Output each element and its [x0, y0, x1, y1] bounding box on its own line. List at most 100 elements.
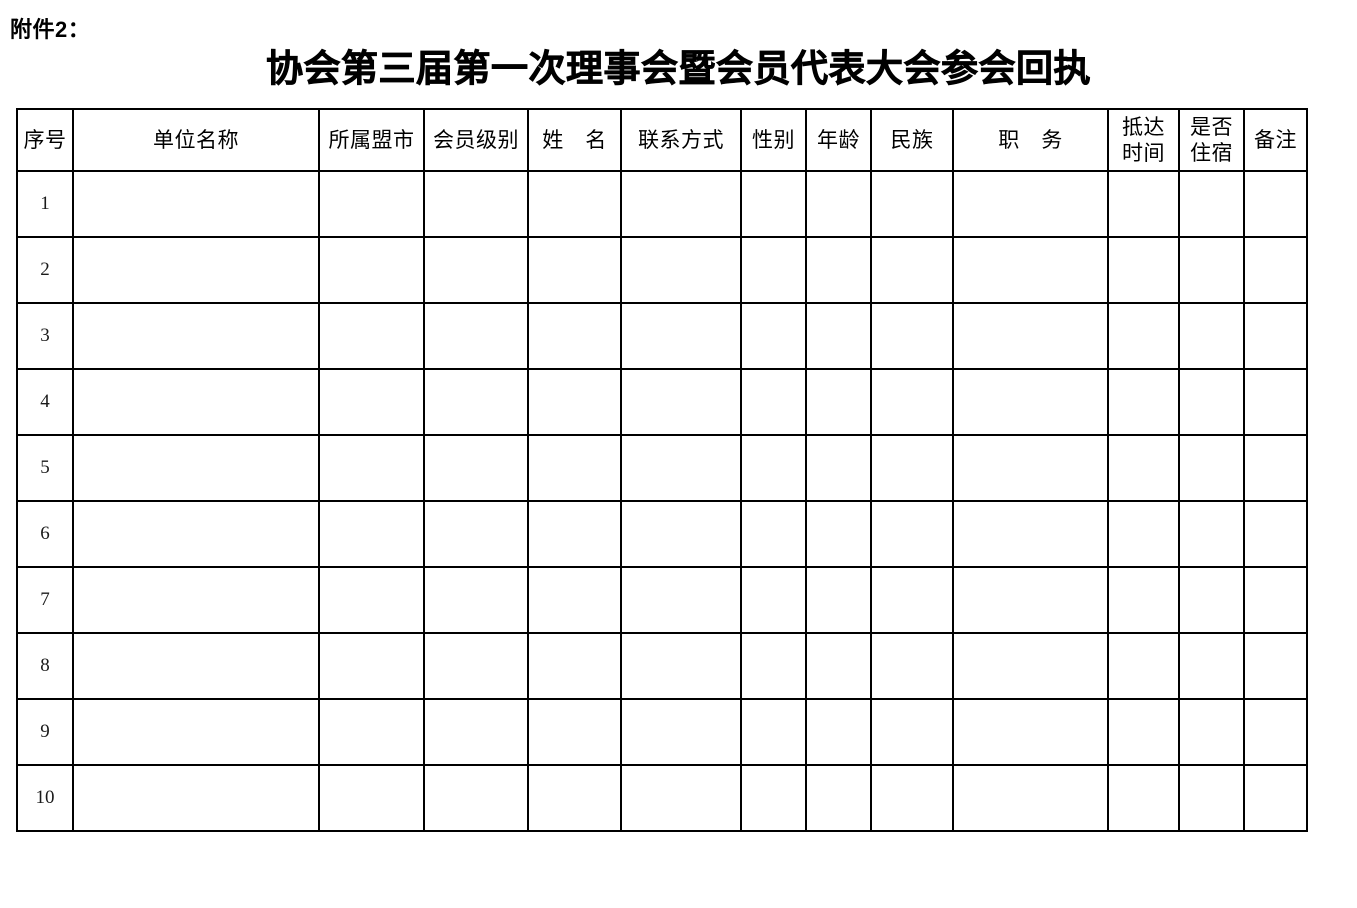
cell-gender[interactable]	[740, 698, 807, 766]
cell-age[interactable]	[805, 500, 872, 568]
cell-ethnicity[interactable]	[870, 764, 954, 832]
cell-lodging[interactable]	[1178, 764, 1245, 832]
cell-league[interactable]	[318, 368, 425, 436]
cell-ethnicity[interactable]	[870, 566, 954, 634]
cell-remarks[interactable]	[1243, 698, 1308, 766]
cell-arrival[interactable]	[1107, 434, 1180, 502]
cell-level[interactable]	[423, 764, 529, 832]
cell-position[interactable]	[952, 698, 1109, 766]
cell-remarks[interactable]	[1243, 170, 1308, 238]
cell-arrival[interactable]	[1107, 698, 1180, 766]
cell-gender[interactable]	[740, 236, 807, 304]
cell-name[interactable]	[527, 500, 622, 568]
cell-unit[interactable]	[72, 764, 320, 832]
cell-league[interactable]	[318, 632, 425, 700]
cell-position[interactable]	[952, 434, 1109, 502]
cell-league[interactable]	[318, 302, 425, 370]
cell-league[interactable]	[318, 170, 425, 238]
cell-age[interactable]	[805, 566, 872, 634]
cell-lodging[interactable]	[1178, 170, 1245, 238]
cell-gender[interactable]	[740, 566, 807, 634]
cell-league[interactable]	[318, 236, 425, 304]
cell-arrival[interactable]	[1107, 500, 1180, 568]
cell-contact[interactable]	[620, 698, 742, 766]
cell-position[interactable]	[952, 500, 1109, 568]
cell-gender[interactable]	[740, 170, 807, 238]
cell-unit[interactable]	[72, 632, 320, 700]
cell-remarks[interactable]	[1243, 236, 1308, 304]
cell-remarks[interactable]	[1243, 632, 1308, 700]
cell-ethnicity[interactable]	[870, 698, 954, 766]
cell-unit[interactable]	[72, 698, 320, 766]
cell-gender[interactable]	[740, 302, 807, 370]
cell-contact[interactable]	[620, 764, 742, 832]
cell-level[interactable]	[423, 632, 529, 700]
cell-age[interactable]	[805, 236, 872, 304]
cell-lodging[interactable]	[1178, 698, 1245, 766]
cell-position[interactable]	[952, 764, 1109, 832]
cell-contact[interactable]	[620, 170, 742, 238]
cell-remarks[interactable]	[1243, 566, 1308, 634]
cell-level[interactable]	[423, 698, 529, 766]
cell-arrival[interactable]	[1107, 236, 1180, 304]
cell-unit[interactable]	[72, 236, 320, 304]
cell-arrival[interactable]	[1107, 302, 1180, 370]
cell-level[interactable]	[423, 566, 529, 634]
cell-age[interactable]	[805, 632, 872, 700]
cell-gender[interactable]	[740, 632, 807, 700]
cell-lodging[interactable]	[1178, 434, 1245, 502]
cell-unit[interactable]	[72, 302, 320, 370]
cell-contact[interactable]	[620, 368, 742, 436]
cell-arrival[interactable]	[1107, 764, 1180, 832]
cell-league[interactable]	[318, 434, 425, 502]
cell-lodging[interactable]	[1178, 236, 1245, 304]
cell-position[interactable]	[952, 566, 1109, 634]
cell-remarks[interactable]	[1243, 764, 1308, 832]
cell-level[interactable]	[423, 500, 529, 568]
cell-unit[interactable]	[72, 566, 320, 634]
cell-ethnicity[interactable]	[870, 236, 954, 304]
cell-age[interactable]	[805, 368, 872, 436]
cell-ethnicity[interactable]	[870, 500, 954, 568]
cell-name[interactable]	[527, 566, 622, 634]
cell-ethnicity[interactable]	[870, 632, 954, 700]
cell-league[interactable]	[318, 698, 425, 766]
cell-lodging[interactable]	[1178, 566, 1245, 634]
cell-remarks[interactable]	[1243, 500, 1308, 568]
cell-ethnicity[interactable]	[870, 302, 954, 370]
cell-age[interactable]	[805, 434, 872, 502]
cell-name[interactable]	[527, 632, 622, 700]
cell-name[interactable]	[527, 434, 622, 502]
cell-unit[interactable]	[72, 170, 320, 238]
cell-arrival[interactable]	[1107, 368, 1180, 436]
cell-gender[interactable]	[740, 764, 807, 832]
cell-level[interactable]	[423, 236, 529, 304]
cell-remarks[interactable]	[1243, 368, 1308, 436]
cell-unit[interactable]	[72, 500, 320, 568]
cell-league[interactable]	[318, 566, 425, 634]
cell-name[interactable]	[527, 764, 622, 832]
cell-arrival[interactable]	[1107, 632, 1180, 700]
cell-age[interactable]	[805, 764, 872, 832]
cell-name[interactable]	[527, 368, 622, 436]
cell-ethnicity[interactable]	[870, 170, 954, 238]
cell-lodging[interactable]	[1178, 500, 1245, 568]
cell-lodging[interactable]	[1178, 302, 1245, 370]
cell-name[interactable]	[527, 236, 622, 304]
cell-gender[interactable]	[740, 500, 807, 568]
cell-league[interactable]	[318, 764, 425, 832]
cell-gender[interactable]	[740, 368, 807, 436]
cell-contact[interactable]	[620, 302, 742, 370]
cell-unit[interactable]	[72, 368, 320, 436]
cell-contact[interactable]	[620, 632, 742, 700]
cell-level[interactable]	[423, 434, 529, 502]
cell-name[interactable]	[527, 302, 622, 370]
cell-position[interactable]	[952, 170, 1109, 238]
cell-name[interactable]	[527, 698, 622, 766]
cell-position[interactable]	[952, 302, 1109, 370]
cell-position[interactable]	[952, 632, 1109, 700]
cell-league[interactable]	[318, 500, 425, 568]
cell-level[interactable]	[423, 170, 529, 238]
cell-position[interactable]	[952, 368, 1109, 436]
cell-remarks[interactable]	[1243, 434, 1308, 502]
